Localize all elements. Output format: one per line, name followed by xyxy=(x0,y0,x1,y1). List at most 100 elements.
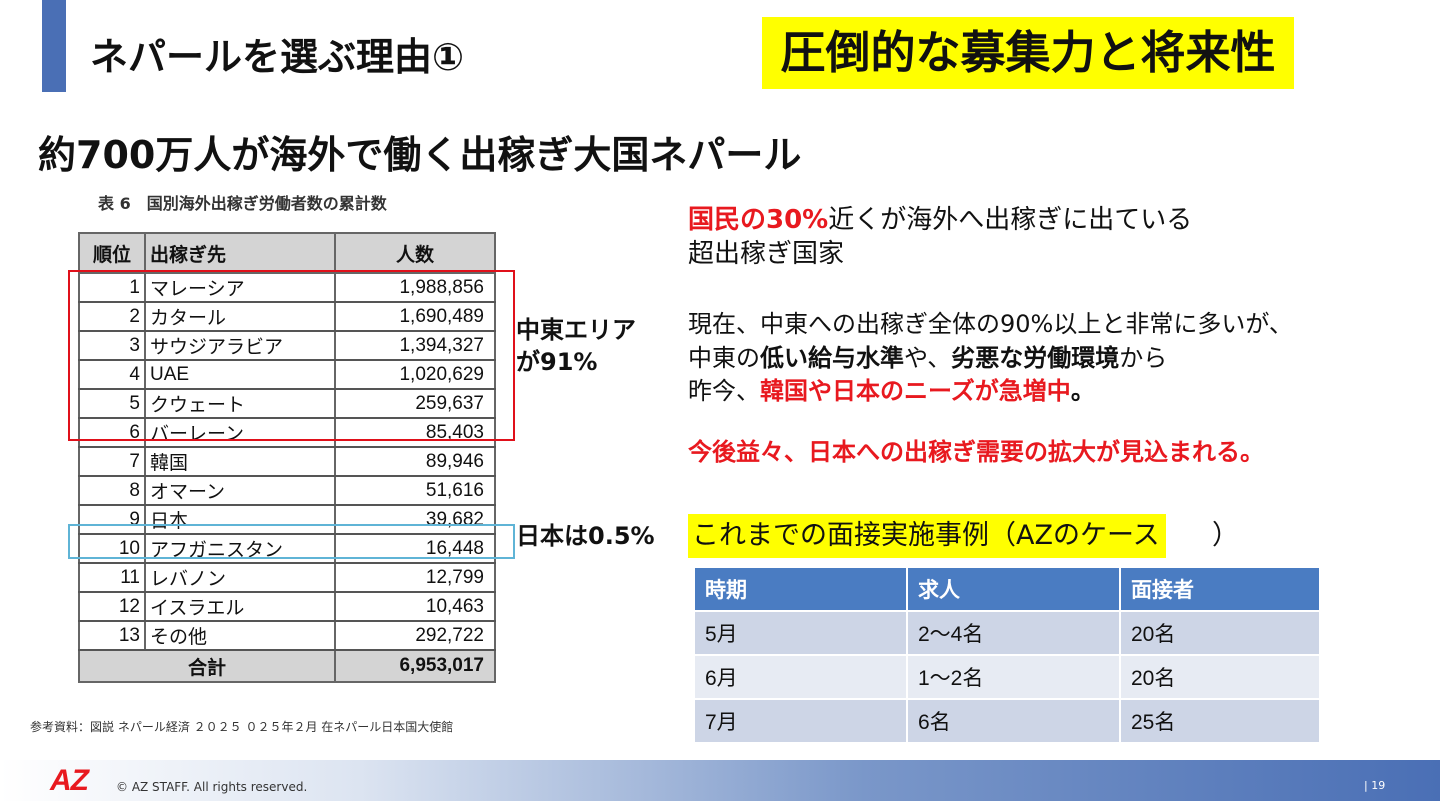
az-logo: AZ xyxy=(50,764,89,797)
destination-cell: オマーン xyxy=(144,475,335,506)
destination-cell: レバノン xyxy=(144,562,335,593)
rank-cell: 1 xyxy=(78,272,145,303)
paragraph-2: 現在、中東への出稼ぎ全体の90%以上と非常に多いが、 中東の低い給与水準や、劣悪… xyxy=(688,308,1293,409)
page-number: | 19 xyxy=(1364,779,1386,792)
ranking-row: 12 イスラエル 10,463 xyxy=(78,591,496,622)
rank-cell: 7 xyxy=(78,446,145,477)
cases-row: 7月 6名 25名 xyxy=(695,700,1319,742)
ranking-row: 8 オマーン 51,616 xyxy=(78,475,496,506)
paragraph-1-text: 近くが海外へ出稼ぎに出ている xyxy=(828,205,1193,235)
destination-cell: イスラエル xyxy=(144,591,335,622)
headline-highlight: 圧倒的な募集力と将来性 xyxy=(762,17,1294,89)
count-cell: 292,722 xyxy=(334,620,496,651)
rank-cell: 9 xyxy=(78,504,145,535)
period-cell: 5月 xyxy=(695,612,906,654)
destination-cell: カタール xyxy=(144,301,335,332)
ranking-row: 3 サウジアラビア 1,394,327 xyxy=(78,330,496,361)
rank-cell: 13 xyxy=(78,620,145,651)
slide-title: ネパールを選ぶ理由① xyxy=(90,35,465,79)
ranking-row: 6 バーレーン 85,403 xyxy=(78,417,496,448)
count-cell: 12,799 xyxy=(334,562,496,593)
total-value: 6,953,017 xyxy=(334,649,496,683)
cases-header-openings: 求人 xyxy=(908,568,1119,610)
period-cell: 6月 xyxy=(695,656,906,698)
ranking-row: 1 マレーシア 1,988,856 xyxy=(78,272,496,303)
destination-cell: マレーシア xyxy=(144,272,335,303)
period-cell: 7月 xyxy=(695,700,906,742)
cases-header-interviewees: 面接者 xyxy=(1121,568,1319,610)
japan-callout: 日本は0.5% xyxy=(516,522,655,550)
destination-cell: サウジアラビア xyxy=(144,330,335,361)
slide-subtitle: 約700万人が海外で働く出稼ぎ大国ネパール xyxy=(38,133,802,177)
paragraph-2-line1: 現在、中東への出稼ぎ全体の90%以上と非常に多いが、 xyxy=(688,310,1293,338)
interviewees-cell: 20名 xyxy=(1121,612,1319,654)
destination-cell: 韓国 xyxy=(144,446,335,477)
rank-cell: 6 xyxy=(78,417,145,448)
destination-cell: その他 xyxy=(144,620,335,651)
openings-cell: 1～2名 xyxy=(908,656,1119,698)
header-rank: 順位 xyxy=(78,232,146,274)
ranking-row: 4 UAE 1,020,629 xyxy=(78,359,496,390)
ranking-row: 7 韓国 89,946 xyxy=(78,446,496,477)
rank-cell: 4 xyxy=(78,359,145,390)
header-destination: 出稼ぎ先 xyxy=(144,232,336,274)
cases-body: 5月 2～4名 20名 6月 1～2名 20名 7月 6名 25名 xyxy=(695,612,1319,742)
rank-cell: 11 xyxy=(78,562,145,593)
copyright-text: © AZ STAFF. All rights reserved. xyxy=(116,780,308,794)
ranking-header-row: 順位 出稼ぎ先 人数 xyxy=(78,232,496,274)
japan-highlight-box xyxy=(68,524,515,559)
cases-header-row: 時期 求人 面接者 xyxy=(695,568,1319,610)
middle-east-callout: 中東エリア が91% xyxy=(516,314,636,379)
paragraph-3: 今後益々、日本への出稼ぎ需要の拡大が見込まれる。 xyxy=(688,438,1264,466)
rank-cell: 8 xyxy=(78,475,145,506)
ranking-row: 2 カタール 1,690,489 xyxy=(78,301,496,332)
title-accent-bar xyxy=(42,0,66,92)
count-cell: 89,946 xyxy=(334,446,496,477)
count-cell: 85,403 xyxy=(334,417,496,448)
paragraph-1: 国民の30%近くが海外へ出稼ぎに出ている 超出稼ぎ国家 xyxy=(688,204,1192,272)
footer-bar xyxy=(0,760,1440,801)
destination-cell: 日本 xyxy=(144,504,335,535)
count-cell: 1,020,629 xyxy=(334,359,496,390)
paragraph-1-line2: 超出稼ぎ国家 xyxy=(688,238,845,269)
count-cell: 1,988,856 xyxy=(334,272,496,303)
header-count: 人数 xyxy=(334,232,496,274)
p2-text-a: 中東の xyxy=(688,343,760,372)
interviewees-cell: 20名 xyxy=(1121,656,1319,698)
cases-heading-end: ） xyxy=(1212,520,1239,551)
rank-cell: 12 xyxy=(78,591,145,622)
count-cell: 1,690,489 xyxy=(334,301,496,332)
ranking-total-row: 合計 6,953,017 xyxy=(78,649,496,683)
p2-period: 。 xyxy=(1070,377,1095,406)
p2-bold-poor-conditions: 劣悪な労働環境 xyxy=(951,343,1120,372)
paragraph-2-line2: 中東の低い給与水準や、劣悪な労働環境から xyxy=(688,342,1293,376)
ranking-row: 13 その他 292,722 xyxy=(78,620,496,651)
middle-east-highlight-box xyxy=(68,270,515,441)
p2-emphasis-demand: 韓国や日本のニーズが急増中 xyxy=(760,377,1071,406)
p2-text-recently: 昨今、 xyxy=(688,377,760,406)
cases-row: 5月 2～4名 20名 xyxy=(695,612,1319,654)
p2-text-e: から xyxy=(1119,343,1168,372)
middle-east-callout-line2: が91% xyxy=(516,348,598,377)
ranking-row: 5 クウェート 259,637 xyxy=(78,388,496,419)
count-cell: 10,463 xyxy=(334,591,496,622)
ranking-body: 1 マレーシア 1,988,856 2 カタール 1,690,489 3 サウジアラビア 1,3… xyxy=(78,272,496,683)
count-cell: 51,616 xyxy=(334,475,496,506)
p2-text-c: や、 xyxy=(904,343,952,372)
cases-row: 6月 1～2名 20名 xyxy=(695,656,1319,698)
openings-cell: 2～4名 xyxy=(908,612,1119,654)
destination-cell: クウェート xyxy=(144,388,335,419)
destination-cell: バーレーン xyxy=(144,417,335,448)
rank-cell: 2 xyxy=(78,301,145,332)
table-caption: 表 6 国別海外出稼ぎ労働者数の累計数 xyxy=(98,194,387,213)
openings-cell: 6名 xyxy=(908,700,1119,742)
ranking-row: 11 レバノン 12,799 xyxy=(78,562,496,593)
destination-cell: UAE xyxy=(144,359,335,390)
source-note: 参考資料：図説 ネパール経済 ２０２５ ０２５年２月 在ネパール日本国大使館 xyxy=(30,720,454,734)
cases-header-period: 時期 xyxy=(695,568,906,610)
cases-table: 時期 求人 面接者 5月 2～4名 20名 6月 1～2名 20名 7月 6名 25名 xyxy=(693,566,1321,744)
rank-cell: 3 xyxy=(78,330,145,361)
rank-cell: 5 xyxy=(78,388,145,419)
ranking-table: 順位 出稼ぎ先 人数 1 マレーシア 1,988,856 2 カタール 1,690,489… xyxy=(78,232,496,683)
paragraph-2-line3: 昨今、韓国や日本のニーズが急増中。 xyxy=(688,375,1293,409)
